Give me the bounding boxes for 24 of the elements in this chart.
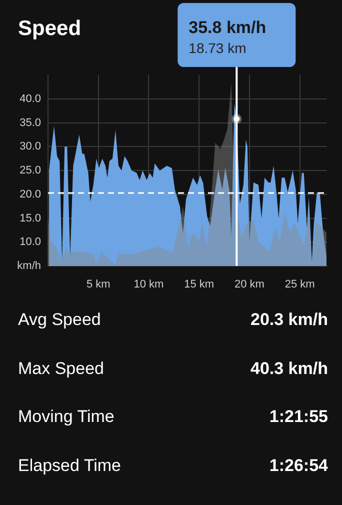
y-tick-label: 35.0	[20, 116, 41, 129]
ref-line-label: 18.73 km	[188, 40, 246, 56]
text: Avg Speed	[18, 310, 101, 330]
text: 40.3 km/h	[250, 358, 328, 378]
y-tick-label: 20.0	[20, 188, 41, 200]
text: 1:21:55	[269, 407, 328, 427]
x-tick-label: 15 km	[184, 278, 214, 291]
x-tick-label: 20 km	[234, 278, 264, 291]
y-tick-label: 15.0	[20, 212, 41, 224]
text: 35.8 km/h	[188, 18, 266, 37]
x-tick-label: 5 km	[86, 278, 110, 291]
text: Elapsed Time	[18, 456, 121, 476]
x-tick-label: 25 km	[284, 278, 315, 291]
y-tick-label: 10.0	[20, 236, 41, 248]
y-tick-label: km/h	[17, 260, 41, 272]
chart-title: Speed	[18, 17, 82, 41]
y-tick-label: 40.0	[20, 92, 41, 105]
text: Max Speed	[18, 358, 104, 378]
y-tick-label: 25.0	[20, 164, 41, 177]
x-tick-label: 10 km	[134, 278, 164, 291]
text: 20.3 km/h	[250, 310, 328, 330]
text: 1:26:54	[269, 456, 328, 476]
text: Moving Time	[18, 407, 114, 427]
y-tick-label: 30.0	[20, 140, 41, 153]
